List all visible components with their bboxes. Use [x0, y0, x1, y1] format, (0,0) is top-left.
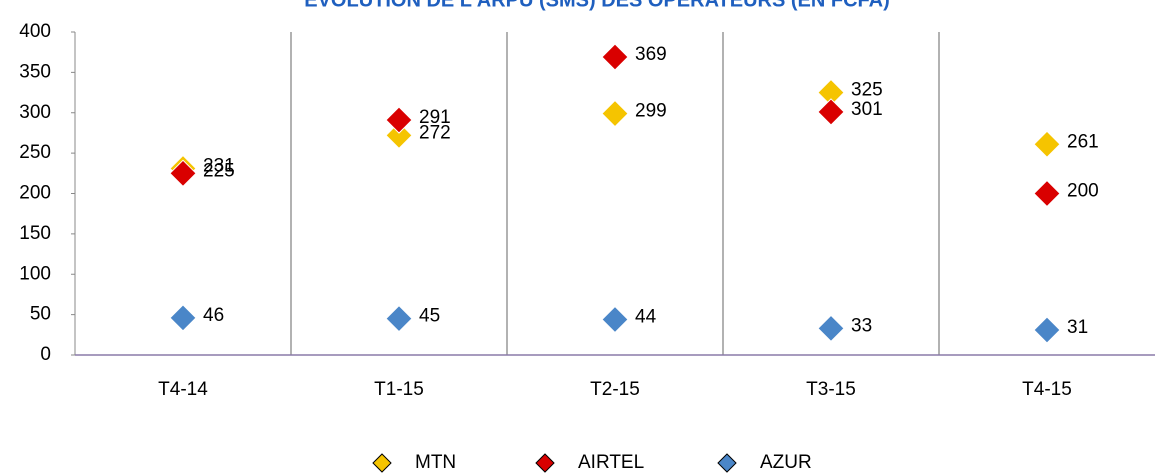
x-tick-label: T4-15 — [1022, 379, 1072, 400]
data-label: 44 — [635, 306, 657, 327]
y-tick-label: 0 — [40, 344, 51, 365]
y-tick-label: 200 — [19, 183, 51, 204]
marker — [817, 314, 845, 343]
data-label: 325 — [851, 80, 883, 101]
data-label: 200 — [1067, 181, 1099, 202]
data-label: 45 — [419, 306, 440, 327]
y-tick-label: 50 — [30, 304, 51, 325]
marker — [817, 98, 845, 126]
data-label: 261 — [1067, 131, 1099, 152]
data-label: 225 — [203, 160, 235, 181]
marker — [385, 106, 413, 134]
marker — [601, 43, 629, 71]
marker — [169, 159, 197, 188]
data-label: 46 — [203, 305, 224, 326]
y-tick-label: 100 — [19, 263, 51, 284]
marker — [1033, 130, 1061, 158]
data-label: 301 — [851, 99, 883, 120]
legend-marker — [717, 453, 737, 473]
chart-title: EVOLUTION DE L'ARPU (SMS) DES OPERATEURS… — [304, 0, 890, 11]
data-label: 291 — [419, 107, 451, 128]
y-tick-label: 250 — [19, 142, 51, 163]
legend-label: AIRTEL — [578, 452, 644, 473]
y-tick-label: 150 — [19, 223, 51, 244]
marker — [601, 305, 629, 334]
data-label: 31 — [1067, 317, 1088, 338]
data-label: 369 — [635, 44, 667, 65]
x-tick-label: T4-14 — [158, 379, 208, 400]
marker — [385, 304, 413, 333]
x-tick-label: T1-15 — [374, 379, 424, 400]
y-tick-label: 300 — [19, 102, 51, 123]
data-label: 33 — [851, 315, 872, 336]
data-label: 299 — [635, 101, 667, 122]
legend-label: MTN — [415, 452, 456, 473]
legend-marker — [535, 453, 555, 473]
x-tick-label: T2-15 — [590, 379, 640, 400]
y-tick-label: 350 — [19, 61, 51, 82]
marker — [1033, 179, 1061, 208]
marker — [1033, 316, 1061, 344]
marker — [601, 99, 629, 128]
x-tick-label: T3-15 — [806, 379, 856, 400]
marker — [385, 121, 413, 150]
legend-label: AZUR — [760, 452, 812, 473]
legend-marker — [372, 453, 392, 473]
data-label: 272 — [419, 122, 451, 143]
y-tick-label: 400 — [19, 21, 51, 42]
data-label: 231 — [203, 155, 235, 176]
marker — [169, 304, 197, 332]
